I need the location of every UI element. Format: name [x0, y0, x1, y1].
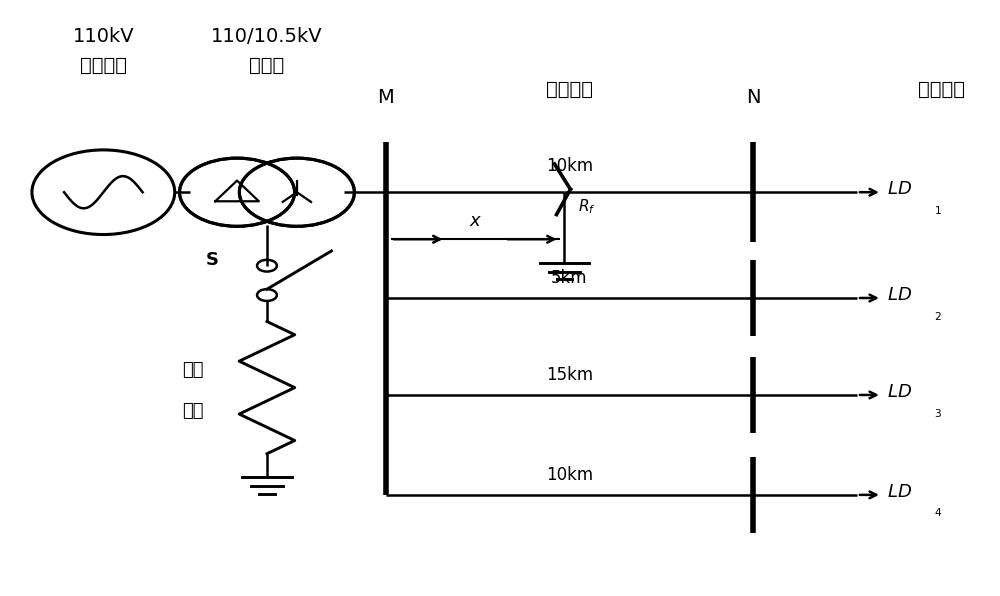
Text: $LD$: $LD$ [887, 286, 912, 304]
Text: 上级电源: 上级电源 [80, 57, 127, 75]
Text: N: N [746, 88, 760, 107]
Text: 110kV: 110kV [73, 27, 134, 46]
Text: $_1$: $_1$ [934, 203, 942, 217]
Text: 消弧: 消弧 [182, 361, 203, 379]
Text: 15km: 15km [546, 367, 593, 384]
Text: $LD$: $LD$ [887, 180, 912, 198]
Text: $LD$: $LD$ [887, 483, 912, 501]
Text: $x$: $x$ [469, 212, 482, 231]
Text: $_3$: $_3$ [934, 405, 942, 420]
Text: $R_f$: $R_f$ [578, 197, 596, 216]
Text: 110/10.5kV: 110/10.5kV [211, 27, 323, 46]
Text: S: S [206, 251, 219, 269]
Text: M: M [378, 88, 394, 107]
Text: 5km: 5km [551, 269, 588, 287]
Text: $_4$: $_4$ [934, 505, 943, 520]
Text: 10km: 10km [546, 466, 593, 485]
Text: 线圈: 线圈 [182, 402, 203, 420]
Circle shape [181, 159, 293, 226]
Text: $LD$: $LD$ [887, 383, 912, 401]
Text: $_2$: $_2$ [934, 309, 942, 322]
Text: 变压器: 变压器 [249, 57, 285, 75]
Text: 电缆线路: 电缆线路 [546, 80, 593, 99]
Text: 集中负荷: 集中负荷 [918, 80, 965, 99]
Circle shape [241, 159, 353, 226]
Text: 10km: 10km [546, 157, 593, 175]
